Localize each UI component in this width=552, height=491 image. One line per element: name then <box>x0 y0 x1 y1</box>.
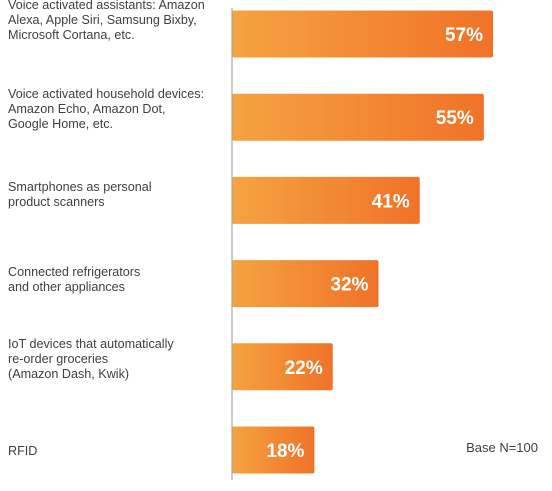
bar-5 <box>232 426 315 474</box>
category-label-line: product scanners <box>8 195 105 210</box>
category-label-line: (Amazon Dash, Kwik) <box>8 367 130 382</box>
value-label-2: 41% <box>372 191 410 212</box>
value-label-3: 32% <box>330 275 368 296</box>
category-label-line: Voice activated household devices: <box>8 86 205 101</box>
category-label-4: IoT devices that automatically re-order g… <box>8 337 230 382</box>
category-label-line: RFID <box>8 443 38 458</box>
category-label-line: and other appliances <box>8 279 125 294</box>
category-label-0: Voice activated assistants: Amazon Alexa,… <box>8 0 230 43</box>
bar-4 <box>232 343 333 391</box>
bar-0 <box>232 10 493 58</box>
category-label-line: Voice activated assistants: Amazon <box>8 0 205 12</box>
category-label-line: Microsoft Cortana, etc. <box>8 27 135 42</box>
category-label-line: re-order groceries <box>8 352 109 367</box>
category-label-line: Smartphones as personal <box>8 180 152 195</box>
category-label-line: Amazon Echo, Amazon Dot, <box>8 101 166 116</box>
category-label-line: Alexa, Apple Siri, Samsung Bixby, <box>8 12 197 27</box>
base-note: Base N=100 <box>466 440 538 455</box>
category-label-5: RFID <box>8 444 230 459</box>
value-label-1: 55% <box>436 108 474 129</box>
bar-1 <box>232 93 484 141</box>
value-label-5: 18% <box>266 441 304 462</box>
category-label-3: Connected refrigerators and other applian… <box>8 265 230 295</box>
category-label-line: Google Home, etc. <box>8 116 113 131</box>
value-label-0: 57% <box>445 25 483 46</box>
category-label-2: Smartphones as personal product scanners <box>8 180 230 210</box>
category-label-line: Connected refrigerators <box>8 264 141 279</box>
bar-2 <box>232 176 420 224</box>
value-label-4: 22% <box>285 358 323 379</box>
bar-3 <box>232 260 379 308</box>
category-label-1: Voice activated household devices: Amazon… <box>8 87 230 132</box>
category-label-line: IoT devices that automatically <box>8 337 174 352</box>
